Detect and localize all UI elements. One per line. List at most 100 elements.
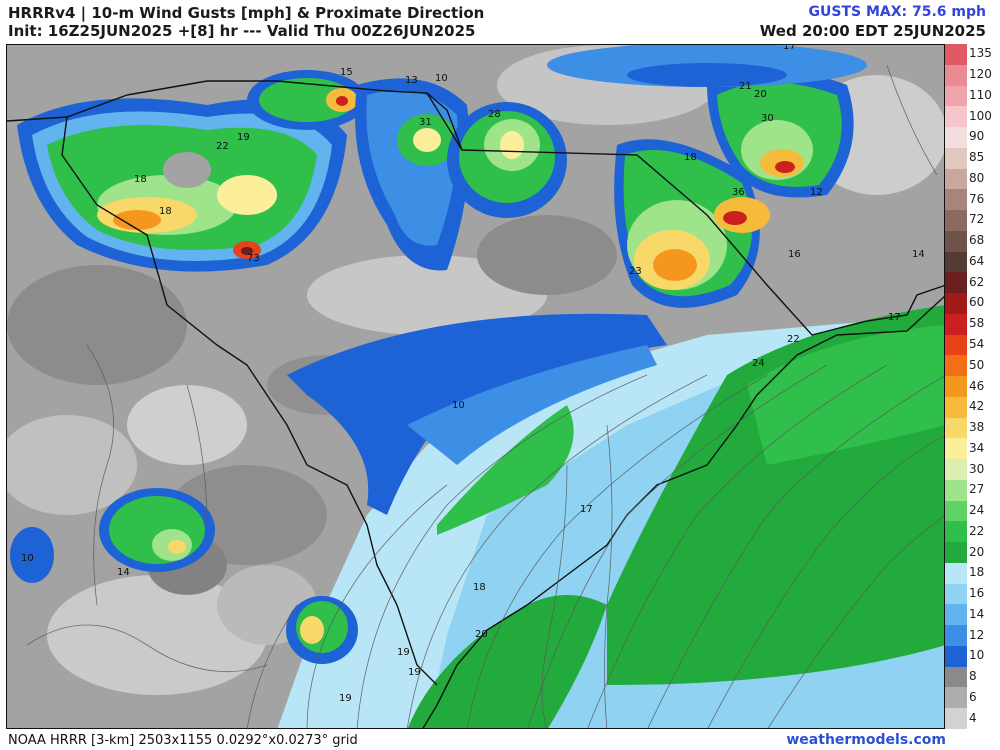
colorbar-label: 22	[969, 523, 985, 538]
gust-value-label: 13	[405, 75, 418, 86]
gust-value-label: 16	[788, 249, 801, 260]
gust-value-label: 19	[397, 647, 410, 658]
grid-info: NOAA HRRR [3-km] 2503x1155 0.0292°x0.027…	[8, 733, 358, 748]
colorbar-swatch	[945, 500, 967, 522]
gust-value-label: 21	[739, 81, 752, 92]
gust-value-label: 18	[473, 582, 486, 593]
gust-value-label: 17	[888, 312, 901, 323]
colorbar-label: 60	[969, 295, 985, 310]
wind-streamlines	[26, 64, 944, 728]
colorbar-swatch	[945, 583, 967, 605]
colorbar-label: 38	[969, 420, 985, 434]
colorbar-label: 110	[969, 87, 992, 102]
colorbar-label: 42	[969, 399, 985, 414]
gust-value-label: 10	[452, 400, 465, 411]
storm-cells-southwest	[10, 488, 358, 664]
wind-gust-map[interactable]: 15 13 10 31 28 19 22 18 18 73 17 21 20 30 18 36 12 16 14 23…	[6, 44, 945, 729]
colorbar	[945, 44, 967, 730]
gust-value-label: 28	[488, 109, 501, 120]
gust-value-label: 10	[435, 73, 448, 84]
valid-local-time: Wed 20:00 EDT 25JUN2025	[759, 22, 986, 40]
colorbar-swatch	[945, 666, 967, 688]
gust-value-label: 23	[629, 266, 642, 277]
colorbar-swatch	[945, 376, 967, 398]
gust-value-label: 19	[339, 693, 352, 704]
colorbar-swatch	[945, 417, 967, 439]
colorbar-label: 54	[969, 336, 985, 351]
colorbar-label: 64	[969, 253, 985, 268]
gust-value-label: 12	[810, 187, 823, 198]
colorbar-swatch	[945, 562, 967, 585]
storm-cluster-northwest	[17, 98, 347, 272]
colorbar-swatch	[945, 687, 967, 709]
colorbar-label: 8	[969, 669, 977, 684]
colorbar-label: 34	[969, 440, 985, 455]
colorbar-swatch	[945, 147, 967, 170]
gust-value-label: 17	[580, 504, 593, 515]
colorbar-swatch	[945, 438, 967, 460]
colorbar-swatch	[945, 251, 967, 273]
colorbar-swatch	[945, 708, 967, 730]
colorbar-swatch	[945, 44, 967, 66]
colorbar-swatch	[945, 521, 967, 543]
colorbar-label: 120	[969, 67, 992, 82]
gust-value-label: 10	[21, 553, 34, 564]
colorbar-swatch	[945, 106, 967, 128]
colorbar-label: 16	[969, 586, 985, 601]
storm-cells-north	[247, 70, 567, 271]
colorbar-label: 20	[969, 544, 985, 559]
gust-value-label: 18	[159, 206, 172, 217]
colorbar-swatch	[945, 272, 967, 294]
gust-value-label: 19	[408, 667, 421, 678]
colorbar-label: 18	[969, 565, 985, 580]
colorbar-label: 62	[969, 274, 985, 289]
colorbar-swatch	[945, 313, 967, 336]
colorbar-swatch	[945, 210, 967, 232]
colorbar-label: 30	[969, 461, 985, 476]
colorbar-label: 68	[969, 233, 985, 248]
gust-value-label: 14	[117, 567, 130, 578]
colorbar-swatch	[945, 230, 967, 253]
colorbar-label: 46	[969, 378, 985, 393]
colorbar-label: 90	[969, 129, 985, 144]
gust-value-label: 18	[684, 152, 697, 163]
colorbar-label: 135	[969, 46, 992, 61]
gust-value-label: 19	[237, 132, 250, 143]
colorbar-label: 27	[969, 482, 985, 497]
colorbar-swatch	[945, 604, 967, 626]
colorbar-label: 50	[969, 357, 985, 372]
gust-value-label: 14	[912, 249, 925, 260]
storm-cells-northeast	[547, 45, 867, 308]
colorbar-label: 24	[969, 503, 985, 518]
gust-value-label: 20	[475, 629, 488, 640]
colorbar-swatch	[945, 127, 967, 149]
colorbar-swatch	[945, 645, 967, 668]
colorbar-swatch	[945, 168, 967, 190]
site-credit[interactable]: weathermodels.com	[786, 732, 946, 748]
colorbar-swatch	[945, 85, 967, 107]
colorbar-label: 14	[969, 606, 985, 621]
colorbar-label: 85	[969, 150, 985, 165]
gust-value-label: 20	[754, 89, 767, 100]
colorbar-label: 4	[969, 710, 977, 725]
gust-value-label: 31	[419, 117, 432, 128]
colorbar-swatch	[945, 64, 967, 86]
colorbar-swatch	[945, 355, 967, 377]
colorbar-swatch	[945, 542, 967, 564]
gusts-max-label: GUSTS MAX: 75.6 mph	[808, 4, 986, 20]
colorbar-label: 58	[969, 316, 985, 331]
map-title: HRRRv4 | 10-m Wind Gusts [mph] & Proxima…	[8, 4, 485, 22]
colorbar-label: 72	[969, 212, 985, 227]
gray-gust-shading	[7, 45, 944, 695]
colorbar-swatch	[945, 293, 967, 315]
gust-value-label: 30	[761, 113, 774, 124]
colorbar-label: 80	[969, 170, 985, 185]
gust-value-label: 15	[340, 67, 353, 78]
colorbar-label: 100	[969, 108, 992, 123]
colorbar-swatch	[945, 334, 967, 356]
colorbar-swatch	[945, 189, 967, 211]
colorbar-label: 76	[969, 191, 985, 206]
colorbar-label: 10	[969, 648, 985, 663]
colorbar-swatch	[945, 479, 967, 502]
